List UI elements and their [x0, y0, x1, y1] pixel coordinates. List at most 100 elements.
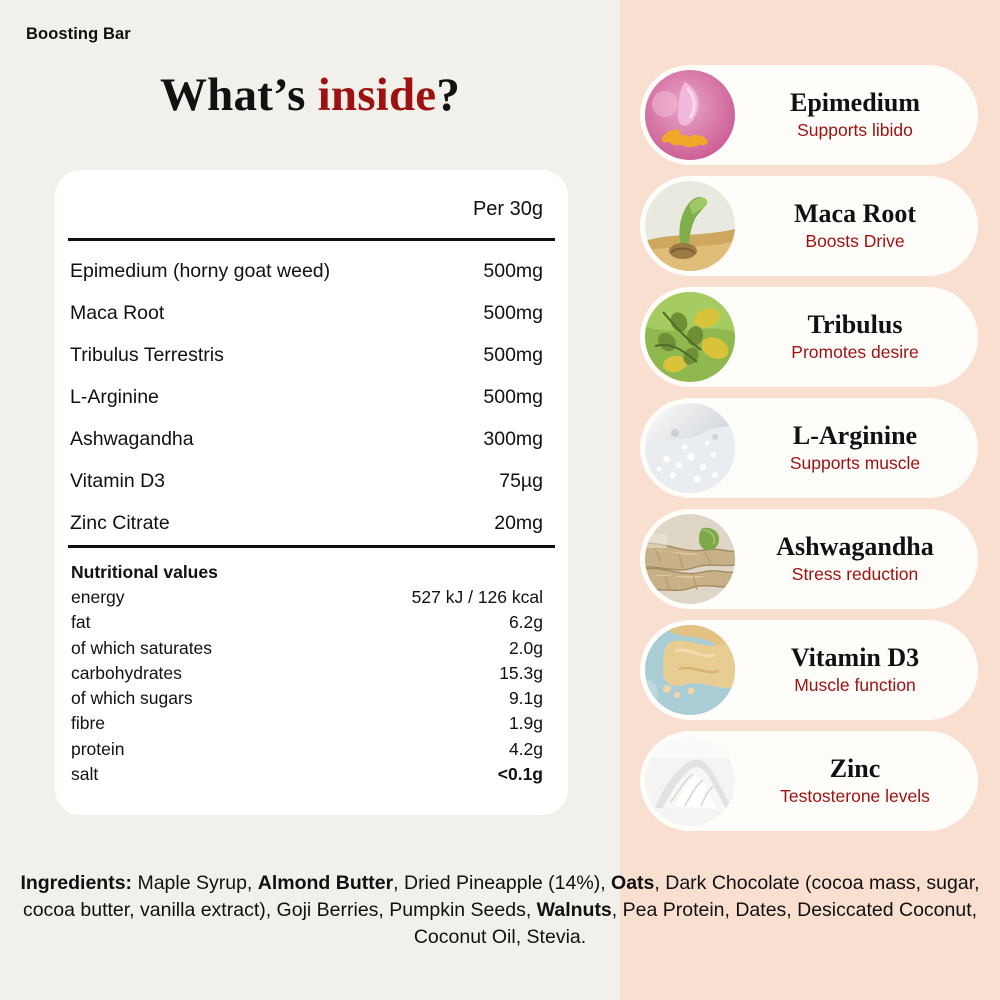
page-title-suffix: ?: [436, 69, 461, 121]
vitamin-d3-powder-photo: [645, 625, 735, 715]
benefit-subtitle: Boosts Drive: [805, 230, 905, 251]
l-arginine-crystals-photo: [645, 403, 735, 493]
benefit-text-block: Epimedium Supports libido: [738, 65, 972, 165]
ingredient-row: Maca Root 500mg: [55, 296, 568, 338]
ingredient-text: , Dark Chocolate (cocoa mass, sugar, coc…: [22, 872, 980, 921]
benefit-subtitle: Stress reduction: [791, 563, 919, 584]
page-title-prefix: What’s: [159, 69, 318, 121]
nutritional-row: carbohydrates 15.3g: [55, 663, 568, 688]
ingredient-amount: 500mg: [483, 260, 543, 282]
tribulus-plant-photo: [645, 292, 735, 382]
nutritional-row: salt <0.1g: [55, 764, 568, 789]
benefit-card[interactable]: Tribulus Promotes desire: [640, 287, 978, 387]
ashwagandha-roots-photo: [645, 514, 735, 604]
benefit-card[interactable]: Vitamin D3 Muscle function: [640, 620, 978, 720]
nutritional-value: 6.2g: [508, 612, 543, 633]
ingredient-amount: 20mg: [494, 512, 543, 534]
nutritional-value: 4.2g: [508, 738, 543, 759]
ingredient-highlight: Oats: [611, 872, 655, 894]
nutritional-value: 527 kJ / 126 kcal: [411, 587, 543, 607]
nutritional-name: carbohydrates: [71, 662, 182, 683]
ingredient-amount: 500mg: [483, 386, 543, 408]
benefit-title: L-Arginine: [792, 420, 918, 450]
ingredient-text: Maple Syrup,: [132, 872, 258, 894]
ingredient-row: Vitamin D3 75µg: [55, 464, 568, 506]
nutritional-row: fibre 1.9g: [55, 713, 568, 738]
ingredient-row: Tribulus Terrestris 500mg: [55, 338, 568, 380]
ingredients-footer: Ingredients: Maple Syrup, Almond Butter,…: [14, 870, 986, 951]
ingredient-name: Ashwagandha: [70, 428, 194, 450]
benefit-card[interactable]: Ashwagandha Stress reduction: [640, 509, 978, 609]
nutritional-row: fat 6.2g: [55, 612, 568, 637]
ingredient-amount-list: Epimedium (horny goat weed) 500mg Maca Roo…: [55, 254, 568, 548]
ingredient-name: Zinc Citrate: [70, 512, 170, 534]
nutritional-name: of which saturates: [71, 637, 213, 658]
ingredient-row: Ashwagandha 300mg: [55, 422, 568, 464]
zinc-powder-photo: [645, 736, 735, 826]
benefit-subtitle: Testosterone levels: [780, 785, 930, 806]
nutritional-value: 9.1g: [508, 688, 543, 709]
nutritional-row: of which sugars 9.1g: [55, 688, 568, 713]
nutritional-row: energy 527 kJ / 126 kcal: [55, 587, 568, 612]
ingredient-highlight: Walnuts: [536, 899, 612, 921]
benefit-title: Zinc: [829, 753, 881, 783]
brand-label: Boosting Bar: [26, 25, 131, 43]
nutritional-values-list: energy 527 kJ / 126 kcal fat 6.2g of which s…: [55, 587, 568, 789]
benefit-title: Vitamin D3: [790, 642, 920, 672]
benefit-subtitle: Supports libido: [797, 119, 913, 140]
ingredient-amount: 75µg: [499, 470, 543, 492]
benefit-text-block: Zinc Testosterone levels: [738, 731, 972, 831]
nutritional-name: fat: [71, 612, 91, 633]
nutritional-row: protein 4.2g: [55, 739, 568, 764]
benefit-subtitle: Promotes desire: [791, 341, 919, 362]
ingredient-amount: 500mg: [483, 344, 543, 366]
ingredient-highlight: Ingredients:: [20, 872, 133, 894]
ingredient-text: , Pea Protein, Dates, Desiccated Coconut…: [413, 899, 978, 948]
ingredient-row: Zinc Citrate 20mg: [55, 506, 568, 548]
ingredient-name: Maca Root: [70, 302, 165, 324]
benefit-card[interactable]: Zinc Testosterone levels: [640, 731, 978, 831]
nutritional-name: salt: [71, 764, 99, 785]
per-serving-header: Per 30g: [472, 198, 543, 220]
benefit-title: Epimedium: [789, 87, 921, 117]
benefit-title: Maca Root: [793, 198, 916, 228]
benefit-card[interactable]: Maca Root Boosts Drive: [640, 176, 978, 276]
ingredient-text: , Dried Pineapple (14%),: [393, 872, 612, 894]
nutritional-value: 15.3g: [499, 662, 543, 683]
background-right-panel: [620, 0, 1000, 1000]
ingredient-row: L-Arginine 500mg: [55, 380, 568, 422]
benefit-subtitle: Muscle function: [794, 674, 916, 695]
benefit-subtitle: Supports muscle: [789, 452, 921, 473]
benefit-text-block: Ashwagandha Stress reduction: [738, 509, 972, 609]
ingredient-amount: 500mg: [483, 302, 543, 324]
nutritional-value: <0.1g: [497, 764, 543, 785]
nutritional-value: 2.0g: [508, 637, 543, 658]
epimedium-flower-photo: [645, 70, 735, 160]
nutritional-values-heading: Nutritional values: [71, 562, 218, 582]
benefit-text-block: Vitamin D3 Muscle function: [738, 620, 972, 720]
maca-root-photo: [645, 181, 735, 271]
nutritional-name: protein: [71, 738, 125, 759]
divider-middle: [68, 545, 555, 548]
nutritional-name: energy: [71, 587, 125, 607]
nutrition-panel: Per 30g Epimedium (horny goat weed) 500mg…: [55, 170, 568, 815]
ingredient-name: Tribulus Terrestris: [70, 344, 224, 366]
ingredient-row: Epimedium (horny goat weed) 500mg: [55, 254, 568, 296]
ingredient-highlight: Almond Butter: [257, 872, 394, 894]
page-title-accent: inside: [317, 69, 437, 121]
ingredient-name: Vitamin D3: [70, 470, 166, 492]
benefit-text-block: Maca Root Boosts Drive: [738, 176, 972, 276]
nutritional-row: of which saturates 2.0g: [55, 638, 568, 663]
nutritional-name: fibre: [71, 713, 106, 734]
nutritional-name: of which sugars: [71, 688, 193, 709]
benefit-text-block: Tribulus Promotes desire: [738, 287, 972, 387]
benefit-title: Ashwagandha: [776, 531, 934, 561]
page-title: What’s inside?: [0, 68, 620, 122]
divider-top: [68, 238, 555, 241]
benefit-card[interactable]: Epimedium Supports libido: [640, 65, 978, 165]
benefit-card[interactable]: L-Arginine Supports muscle: [640, 398, 978, 498]
ingredient-name: Epimedium (horny goat weed): [70, 260, 331, 282]
benefit-card-list: Epimedium Supports libido Maca Root Boosts …: [640, 65, 980, 842]
benefit-text-block: L-Arginine Supports muscle: [738, 398, 972, 498]
ingredient-name: L-Arginine: [70, 386, 159, 408]
